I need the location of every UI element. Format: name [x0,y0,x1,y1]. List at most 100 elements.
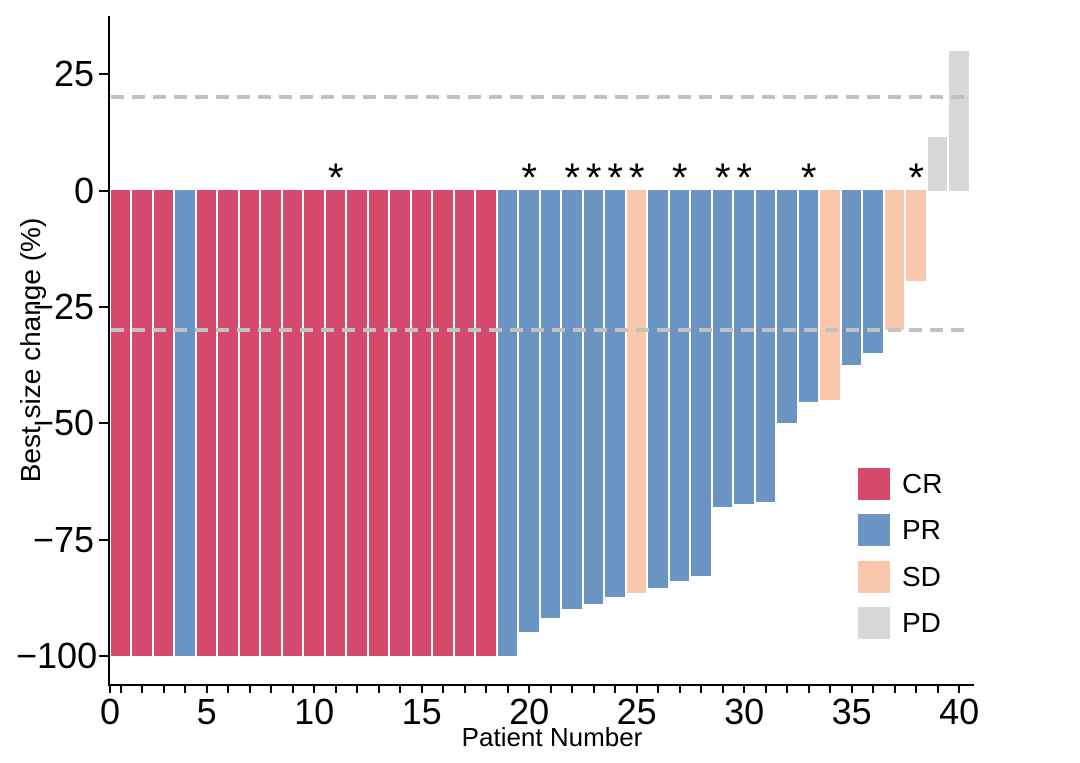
x-tick-label: 0 [99,691,121,732]
y-tick [99,305,108,308]
significance-asterisk-patient-29: * [714,156,731,200]
bar-patient-5 [196,190,217,656]
bar-patient-27 [669,190,690,581]
x-tick [377,685,380,693]
significance-asterisk-patient-11: * [327,156,344,200]
bar-patient-11 [325,190,346,656]
x-tick [399,685,402,693]
bar-patient-36 [863,190,883,353]
x-tick [442,685,445,693]
bar-patient-21 [540,190,561,619]
x-tick [227,685,230,693]
legend-label-pd: PD [902,607,941,638]
x-axis-line [108,683,974,686]
x-tick [893,685,896,693]
bar-patient-17 [454,190,475,656]
x-tick-label: 35 [831,691,872,732]
bar-patient-1 [110,190,131,656]
x-tick [549,685,552,693]
x-tick-label: 5 [196,691,217,732]
significance-asterisk-patient-20: * [521,156,537,200]
bar-patient-26 [648,190,668,588]
bar-patient-7 [239,190,260,656]
legend-swatch-pd [858,607,890,639]
x-axis-title: Patient Number [461,722,643,752]
bar-patient-4 [175,190,195,656]
reference-line-plus20 [111,95,970,100]
bar-patient-9 [282,190,303,656]
x-tick-label: 30 [724,691,765,732]
x-tick [506,685,509,693]
bar-patient-28 [691,190,711,577]
x-tick [807,685,810,693]
y-tick [99,655,108,657]
x-tick [109,685,111,693]
x-tick [248,685,251,693]
bar-patient-30 [734,190,754,505]
y-tick-label: −50 [32,402,94,444]
significance-asterisk-patient-33: * [800,156,817,200]
x-tick [872,685,875,693]
legend-swatch-cr [858,468,890,500]
y-tick-label: −75 [32,518,94,560]
x-tick [184,685,187,693]
y-tick-label: 0 [73,169,94,211]
bar-patient-2 [132,190,152,656]
x-tick [162,685,165,693]
x-tick [678,685,681,693]
bar-patient-33 [798,190,819,402]
x-tick-label: 25 [616,691,657,732]
x-tick [635,685,638,693]
y-tick [99,189,108,192]
bar-patient-15 [411,190,432,656]
x-tick [334,685,337,693]
bar-patient-37 [884,190,905,330]
x-tick-label: 20 [509,691,550,732]
bar-patient-31 [755,190,776,502]
x-tick [657,685,660,693]
x-tick [743,685,746,693]
bar-patient-3 [153,190,174,656]
significance-asterisk-patient-24: * [607,156,623,200]
legend-item-sd: SD [858,561,941,593]
bar-patient-8 [261,190,281,656]
legend-swatch-pr [858,514,890,546]
bar-patient-16 [433,190,453,656]
x-tick [205,685,208,693]
x-tick-label: 15 [401,691,442,732]
y-tick-label: −25 [32,285,94,327]
bar-patient-32 [777,190,797,423]
x-tick [141,685,144,693]
x-tick [420,685,423,693]
x-tick [614,685,617,693]
x-tick [958,685,961,693]
legend-label-sd: SD [902,561,941,592]
x-tick [571,685,574,693]
y-tick [99,422,108,425]
x-tick [829,685,832,693]
legend-swatch-sd [858,561,890,593]
y-axis-line [108,16,110,686]
y-tick [99,538,108,541]
legend-item-cr: CR [858,468,942,500]
x-tick [700,685,703,693]
significance-asterisk-patient-30: * [736,156,752,200]
bar-patient-14 [390,190,410,656]
bar-patient-18 [476,190,496,656]
bar-patient-6 [218,190,238,656]
x-tick [592,685,595,693]
significance-asterisk-patient-22: * [564,156,580,200]
bar-patient-10 [304,190,324,656]
x-tick [786,685,789,693]
x-tick [915,685,918,693]
bar-patient-25 [626,190,647,593]
bar-patient-35 [841,190,862,365]
x-tick [356,685,359,693]
bar-patient-38 [906,190,926,281]
x-tick-label: 10 [294,691,335,732]
x-tick [291,685,294,693]
bar-patient-22 [562,190,582,609]
significance-asterisk-patient-25: * [628,156,645,200]
legend-item-pd: PD [858,607,941,639]
bar-patient-20 [519,190,539,633]
